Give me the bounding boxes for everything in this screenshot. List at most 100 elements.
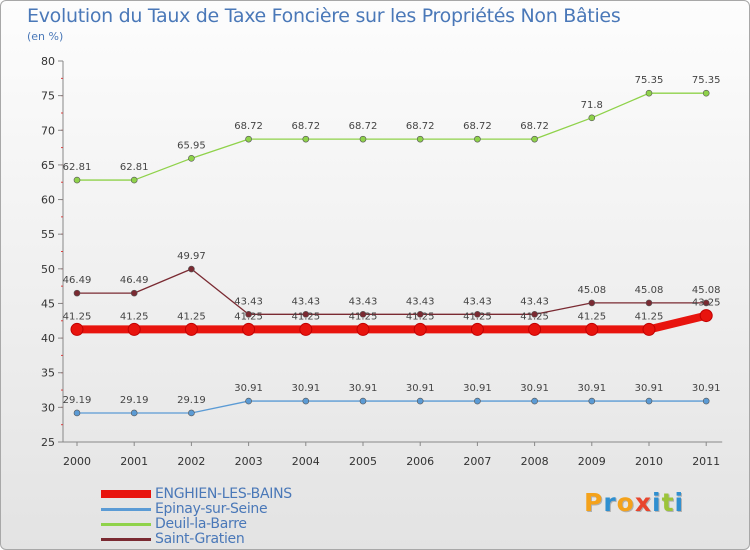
data-point — [359, 397, 367, 405]
x-tick-label: 2002 — [177, 455, 205, 468]
data-point — [531, 397, 538, 405]
data-point — [702, 89, 710, 97]
data-label: 46.49 — [120, 275, 149, 286]
data-point — [356, 322, 370, 336]
data-point — [188, 155, 195, 162]
data-point — [70, 322, 84, 336]
data-label: 41.25 — [291, 311, 320, 322]
x-tick-label: 2000 — [63, 455, 91, 468]
data-point — [184, 322, 198, 336]
data-label: 45.08 — [692, 285, 721, 296]
data-label: 41.25 — [635, 311, 664, 322]
data-point — [130, 409, 138, 417]
data-label: 30.91 — [463, 383, 492, 394]
y-tick-label: 35 — [41, 367, 55, 380]
data-point — [416, 397, 424, 405]
data-point — [474, 397, 481, 405]
data-label: 41.25 — [349, 311, 378, 322]
y-tick-label: 75 — [41, 90, 55, 103]
data-point — [474, 135, 481, 143]
y-tick-label: 70 — [41, 124, 55, 137]
y-axis-unit: (en %) — [27, 30, 64, 43]
data-label: 75.35 — [635, 75, 664, 86]
x-tick-label: 2001 — [120, 455, 148, 468]
data-label: 43.25 — [692, 298, 721, 309]
data-point — [73, 409, 81, 417]
series-line-epinay-sur-seine — [76, 400, 707, 414]
data-point — [299, 322, 313, 336]
data-point — [302, 311, 310, 318]
data-point — [531, 311, 538, 318]
data-label: 68.72 — [291, 121, 320, 132]
data-point — [702, 299, 710, 307]
y-tick-label: 65 — [41, 159, 55, 172]
y-tick-label: 80 — [41, 55, 55, 68]
data-label: 68.72 — [520, 121, 549, 132]
logo-letter: x — [634, 488, 652, 517]
legend-label: Deuil-la-Barre — [155, 516, 247, 532]
chart-title: Evolution du Taux de Taxe Foncière sur l… — [27, 5, 621, 27]
data-point — [416, 135, 424, 143]
data-label: 68.72 — [406, 121, 435, 132]
y-tick-label: 45 — [41, 297, 55, 310]
data-point — [413, 322, 427, 336]
data-label: 30.91 — [577, 383, 606, 394]
data-label: 75.35 — [692, 75, 721, 86]
data-label: 49.97 — [177, 251, 206, 262]
data-point — [359, 311, 367, 318]
data-point — [73, 176, 81, 184]
data-point — [645, 397, 653, 405]
data-point — [528, 322, 542, 336]
x-tick-label: 2005 — [349, 455, 377, 468]
y-tick-label: 55 — [41, 228, 55, 241]
data-label: 45.08 — [635, 285, 664, 296]
data-label: 62.81 — [120, 162, 149, 173]
y-tick-label: 60 — [41, 194, 55, 207]
data-label: 71.8 — [581, 100, 603, 111]
data-label: 29.19 — [63, 395, 92, 406]
data-label: 46.49 — [63, 275, 92, 286]
data-point — [702, 397, 710, 405]
logo-letter: i — [674, 488, 685, 517]
logo-letter: t — [661, 488, 675, 517]
y-tick-label: 50 — [41, 263, 55, 276]
x-tick-label: 2008 — [521, 455, 549, 468]
data-point — [188, 409, 195, 417]
data-point — [73, 289, 81, 297]
data-label: 30.91 — [406, 383, 435, 394]
data-label: 41.25 — [577, 311, 606, 322]
data-label: 43.43 — [520, 296, 549, 307]
series-line-deuil-la-barre — [76, 92, 707, 181]
logo-letter: P — [584, 488, 604, 517]
data-label: 41.25 — [63, 311, 92, 322]
legend-swatch — [101, 523, 151, 526]
data-label: 43.43 — [349, 296, 378, 307]
data-point — [130, 289, 138, 297]
data-label: 43.43 — [234, 296, 263, 307]
legend-label: Saint-Gratien — [155, 531, 245, 547]
x-tick-label: 2007 — [463, 455, 491, 468]
data-label: 68.72 — [349, 121, 378, 132]
x-tick-label: 2003 — [235, 455, 263, 468]
logo-letter: o — [616, 488, 635, 517]
data-label: 30.91 — [692, 383, 721, 394]
data-point — [245, 397, 252, 405]
data-label: 62.81 — [63, 162, 92, 173]
data-point — [474, 311, 481, 318]
data-point — [302, 397, 310, 405]
data-label: 45.08 — [577, 285, 606, 296]
y-tick-label: 30 — [41, 401, 55, 414]
data-label: 29.19 — [177, 395, 206, 406]
data-point — [645, 89, 653, 97]
legend-swatch — [101, 538, 151, 541]
logo-letter: i — [652, 488, 662, 517]
data-label: 30.91 — [349, 383, 378, 394]
data-label: 41.25 — [177, 311, 206, 322]
data-label: 29.19 — [120, 395, 149, 406]
x-tick-label: 2011 — [692, 455, 720, 468]
data-point — [588, 299, 596, 307]
data-point — [359, 135, 367, 143]
data-point — [416, 311, 424, 318]
